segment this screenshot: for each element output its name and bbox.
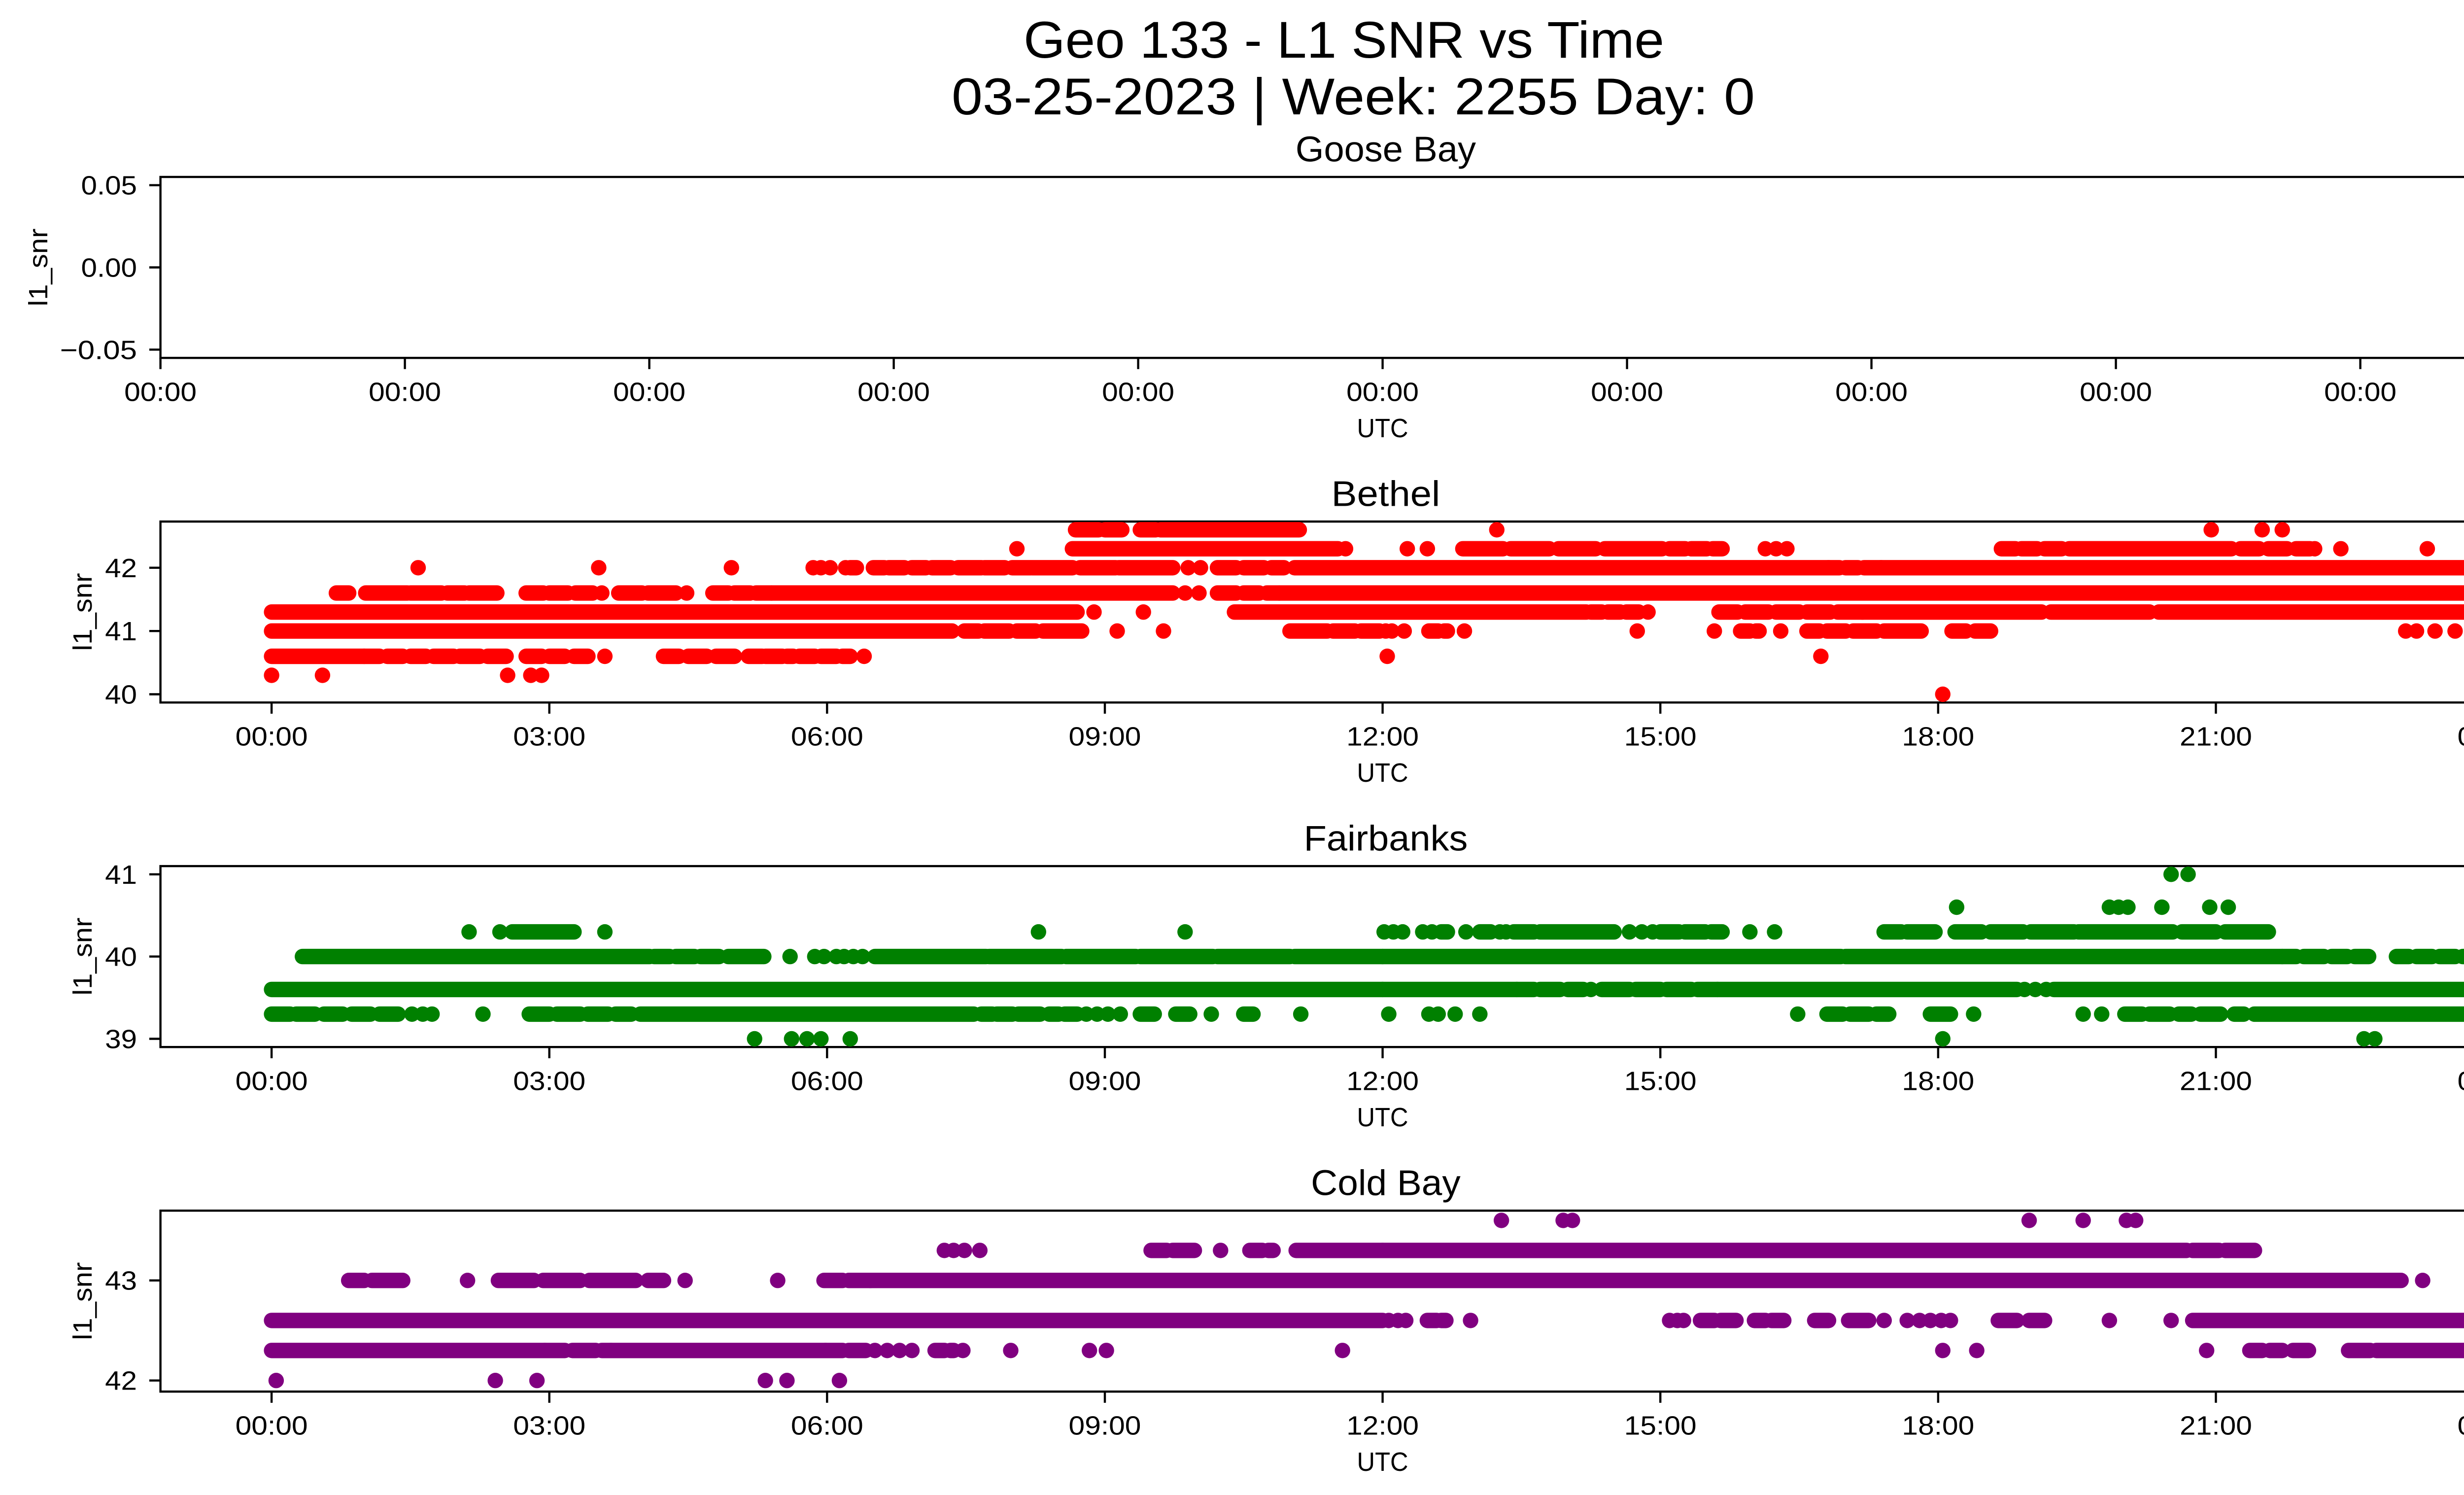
svg-text:−0.05: −0.05 [60, 335, 137, 365]
svg-text:00:00: 00:00 [2324, 377, 2396, 407]
svg-text:00:00: 00:00 [2080, 377, 2152, 407]
svg-text:UTC: UTC [1357, 1103, 1408, 1132]
svg-text:00:00: 00:00 [1591, 377, 1663, 407]
svg-text:03:00: 03:00 [513, 722, 585, 751]
svg-text:Bethel: Bethel [1332, 474, 1440, 514]
svg-text:41: 41 [105, 860, 137, 890]
svg-text:Fairbanks: Fairbanks [1304, 819, 1468, 859]
svg-text:06:00: 06:00 [791, 722, 863, 751]
svg-text:40: 40 [105, 942, 137, 972]
svg-text:06:00: 06:00 [791, 1066, 863, 1096]
svg-text:21:00: 21:00 [2180, 722, 2252, 751]
svg-text:00:00: 00:00 [124, 377, 197, 407]
svg-text:40: 40 [105, 680, 137, 710]
svg-text:03:00: 03:00 [513, 1066, 585, 1096]
svg-text:00:00: 00:00 [1346, 377, 1419, 407]
svg-text:06:00: 06:00 [791, 1411, 863, 1440]
svg-text:21:00: 21:00 [2180, 1066, 2252, 1096]
svg-text:00:00: 00:00 [2458, 1411, 2464, 1440]
svg-text:00:00: 00:00 [613, 377, 685, 407]
svg-text:09:00: 09:00 [1069, 1066, 1141, 1096]
svg-text:18:00: 18:00 [1902, 1066, 1974, 1096]
svg-text:l1_snr: l1_snr [68, 918, 98, 996]
svg-text:UTC: UTC [1357, 414, 1408, 443]
svg-text:UTC: UTC [1357, 1447, 1408, 1477]
svg-text:l1_snr: l1_snr [24, 229, 53, 307]
svg-text:00:00: 00:00 [369, 377, 441, 407]
svg-text:00:00: 00:00 [1102, 377, 1174, 407]
svg-text:03-25-2023 | Week: 2255 Day: 0: 03-25-2023 | Week: 2255 Day: 0 [952, 68, 1755, 126]
svg-text:18:00: 18:00 [1902, 722, 1974, 751]
svg-text:39: 39 [105, 1025, 137, 1054]
svg-text:18:00: 18:00 [1902, 1411, 1974, 1440]
svg-text:15:00: 15:00 [1624, 722, 1697, 751]
svg-text:Geo 133 - L1 SNR vs Time: Geo 133 - L1 SNR vs Time [1024, 11, 1664, 69]
svg-text:00:00: 00:00 [2458, 722, 2464, 751]
svg-text:12:00: 12:00 [1346, 1066, 1419, 1096]
svg-text:09:00: 09:00 [1069, 1411, 1141, 1440]
svg-text:00:00: 00:00 [236, 1411, 308, 1440]
svg-text:15:00: 15:00 [1624, 1066, 1697, 1096]
svg-text:l1_snr: l1_snr [68, 1262, 98, 1340]
svg-text:00:00: 00:00 [857, 377, 930, 407]
svg-text:Cold Bay: Cold Bay [1311, 1163, 1461, 1203]
svg-text:00:00: 00:00 [236, 1066, 308, 1096]
svg-text:UTC: UTC [1357, 758, 1408, 788]
svg-text:42: 42 [105, 554, 137, 583]
svg-text:Goose Bay: Goose Bay [1296, 130, 1476, 170]
svg-text:00:00: 00:00 [2458, 1066, 2464, 1096]
svg-text:43: 43 [105, 1266, 137, 1296]
svg-text:21:00: 21:00 [2180, 1411, 2252, 1440]
svg-text:03:00: 03:00 [513, 1411, 585, 1440]
svg-text:0.05: 0.05 [81, 171, 137, 201]
svg-text:12:00: 12:00 [1346, 722, 1419, 751]
svg-text:12:00: 12:00 [1346, 1411, 1419, 1440]
svg-text:41: 41 [105, 617, 137, 646]
svg-text:09:00: 09:00 [1069, 722, 1141, 751]
svg-text:l1_snr: l1_snr [68, 573, 98, 651]
svg-text:42: 42 [105, 1366, 137, 1396]
svg-text:00:00: 00:00 [1835, 377, 1908, 407]
svg-text:00:00: 00:00 [236, 722, 308, 751]
svg-text:0.00: 0.00 [81, 253, 137, 283]
svg-text:15:00: 15:00 [1624, 1411, 1697, 1440]
